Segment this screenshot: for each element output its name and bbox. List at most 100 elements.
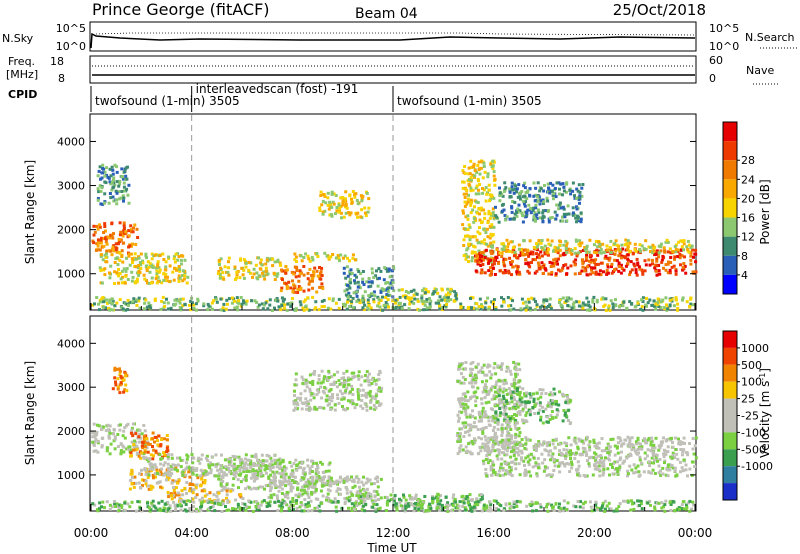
heatmap-cell <box>524 308 528 312</box>
heatmap-cell <box>105 446 109 450</box>
heatmap-cell <box>421 289 424 293</box>
heatmap-cell <box>312 372 316 376</box>
heatmap-cell <box>260 271 264 275</box>
heatmap-cell <box>198 461 202 465</box>
heatmap-cell <box>524 300 528 304</box>
heatmap-cell <box>250 299 254 303</box>
heatmap-cell <box>120 269 124 273</box>
heatmap-cell <box>242 469 246 473</box>
heatmap-cell <box>640 305 644 309</box>
heatmap-cell <box>592 295 596 299</box>
heatmap-cell <box>584 450 588 454</box>
heatmap-cell <box>261 474 265 478</box>
heatmap-cell <box>580 453 584 457</box>
heatmap-cell <box>127 252 131 256</box>
heatmap-cell <box>162 278 166 282</box>
heatmap-cell <box>330 192 334 196</box>
heatmap-cell <box>284 265 288 268</box>
heatmap-cell <box>657 444 661 448</box>
heatmap-cell <box>171 479 175 483</box>
heatmap-cell <box>496 457 500 461</box>
heatmap-cell <box>429 299 433 303</box>
heatmap-cell <box>471 188 475 192</box>
heatmap-cell <box>124 308 128 312</box>
heatmap-cell <box>493 397 497 401</box>
heatmap-cell <box>111 245 115 249</box>
heatmap-cell <box>321 199 325 203</box>
heatmap-cell <box>537 440 541 444</box>
heatmap-cell <box>305 307 309 311</box>
heatmap-cell <box>674 269 678 273</box>
heatmap-cell <box>101 425 105 429</box>
heatmap-cell <box>480 380 484 384</box>
heatmap-cell <box>521 251 525 255</box>
heatmap-cell <box>461 169 465 173</box>
heatmap-cell <box>505 238 509 242</box>
heatmap-cell <box>470 306 473 310</box>
heatmap-cell <box>353 195 357 199</box>
heatmap-cell <box>659 306 662 309</box>
heatmap-cell <box>464 215 468 219</box>
heatmap-cell <box>460 398 464 402</box>
heatmap-cell <box>556 268 560 272</box>
heatmap-cell <box>469 189 473 193</box>
heatmap-cell <box>503 427 507 431</box>
heatmap-cell <box>456 413 460 417</box>
heatmap-cell <box>190 453 194 456</box>
heatmap-cell <box>508 465 512 469</box>
heatmap-cell <box>305 403 309 407</box>
heatmap-cell <box>339 492 342 496</box>
heatmap-cell <box>400 306 404 310</box>
heatmap-cell <box>310 274 314 277</box>
heatmap-cell <box>290 471 294 475</box>
heatmap-cell <box>619 263 623 267</box>
heatmap-cell <box>140 432 144 436</box>
heatmap-cell <box>658 446 662 450</box>
heatmap-cell <box>264 266 268 270</box>
heatmap-cell <box>562 243 566 247</box>
heatmap-cell <box>104 181 108 185</box>
heatmap-cell <box>536 261 540 265</box>
heatmap-cell <box>343 379 346 383</box>
heatmap-cell <box>636 301 640 305</box>
heatmap-cell <box>487 436 491 440</box>
heatmap-cell <box>224 465 228 469</box>
heatmap-cell <box>323 209 327 213</box>
heatmap-cell <box>532 446 536 450</box>
heatmap-cell <box>476 201 480 204</box>
heatmap-cell <box>342 256 345 260</box>
heatmap-cell <box>551 452 555 456</box>
heatmap-cell <box>554 437 558 441</box>
heatmap-cell <box>624 264 628 268</box>
heatmap-cell <box>389 498 393 501</box>
heatmap-cell <box>436 497 440 501</box>
heatmap-cell <box>379 269 383 273</box>
heatmap-cell <box>437 301 441 305</box>
heatmap-cell <box>501 430 504 434</box>
heatmap-cell <box>668 268 672 272</box>
heatmap-cell <box>331 299 335 303</box>
heatmap-cell <box>313 407 317 411</box>
heatmap-cell <box>138 306 142 310</box>
heatmap-cell <box>130 279 134 283</box>
sky-tick-right-bottom: 10^0 <box>709 40 739 53</box>
heatmap-cell <box>487 423 491 427</box>
heatmap-cell <box>525 252 529 256</box>
heatmap-cell <box>355 212 359 216</box>
heatmap-cell <box>101 305 105 309</box>
heatmap-cell <box>154 277 158 281</box>
heatmap-cell <box>479 427 483 431</box>
heatmap-cell <box>138 261 142 264</box>
heatmap-cell <box>346 475 349 479</box>
heatmap-cell <box>344 202 348 206</box>
heatmap-cell <box>269 456 273 460</box>
heatmap-cell <box>302 265 306 268</box>
heatmap-cell <box>496 427 500 431</box>
heatmap-cell <box>642 247 646 251</box>
heatmap-cell <box>476 241 480 245</box>
heatmap-cell <box>511 188 515 192</box>
heatmap-cell <box>317 390 321 394</box>
heatmap-cell <box>582 441 586 445</box>
heatmap-cell <box>303 483 307 487</box>
heatmap-cell <box>464 410 468 413</box>
